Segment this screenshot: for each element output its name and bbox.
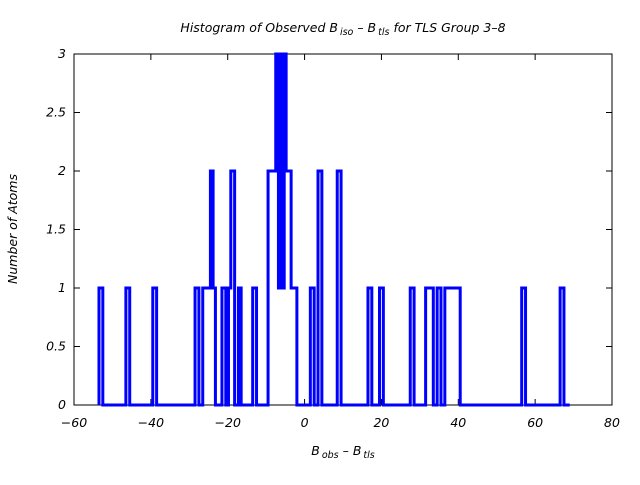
y-tick-label: 0 xyxy=(58,397,66,412)
tick-labels: −60 −40 −20 0 20 40 60 80 0 0.5 1 1.5 2 2.5 3 xyxy=(46,46,620,430)
y-tick-label: 2 xyxy=(58,163,66,178)
y-axis-title: Number of Atoms xyxy=(5,174,20,284)
plot-frame xyxy=(73,53,613,406)
xlabel-part-text-0: B xyxy=(311,443,320,458)
x-tick-label: 40 xyxy=(450,415,466,430)
y-tick-label: 2.5 xyxy=(46,105,66,120)
title-part-text-2: – B xyxy=(353,20,376,35)
title-part-text-0: Histogram of Observed B xyxy=(180,20,338,35)
xlabel-part-subscript-3: tls xyxy=(363,450,374,461)
y-tick-label: 1 xyxy=(58,280,66,295)
title-part-subscript-1: iso xyxy=(340,27,354,38)
title-part-subscript-3: tls xyxy=(378,27,389,38)
x-tick-label: −60 xyxy=(61,415,87,430)
xlabel-part-subscript-1: obs xyxy=(322,450,339,461)
x-tick-label: 0 xyxy=(301,415,309,430)
x-tick-label: −20 xyxy=(215,415,241,430)
y-tick-label: 0.5 xyxy=(46,339,66,354)
xlabel-part-text-2: – B xyxy=(339,443,362,458)
x-tick-label: 20 xyxy=(373,415,389,430)
title-part-text-4: for TLS Group 3–8 xyxy=(389,20,505,35)
x-tick-label: 60 xyxy=(527,415,543,430)
x-tick-label: −40 xyxy=(138,415,164,430)
histogram-step-line xyxy=(97,52,570,407)
x-tick-label: 80 xyxy=(604,415,620,430)
y-tick-label: 1.5 xyxy=(46,222,66,237)
axis-ticks xyxy=(73,53,613,406)
y-tick-label: 3 xyxy=(58,46,66,61)
